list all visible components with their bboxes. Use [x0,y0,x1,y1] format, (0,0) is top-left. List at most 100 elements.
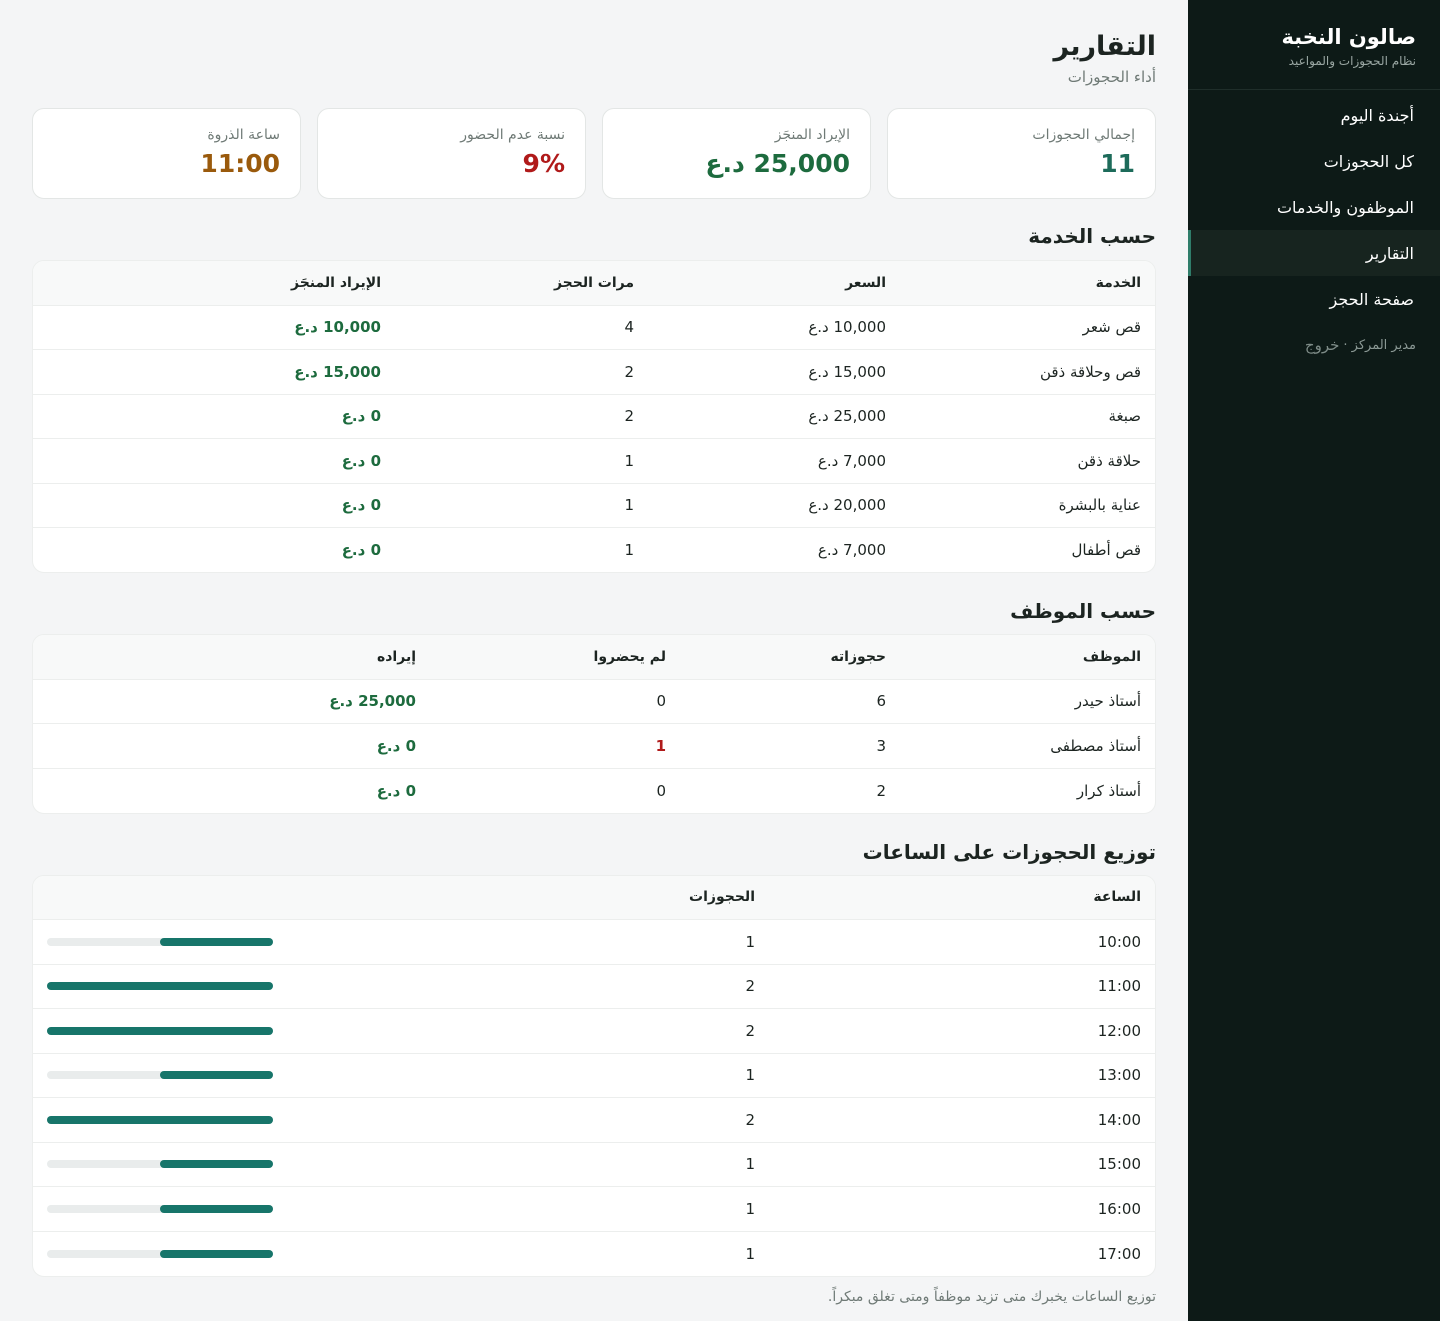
service-count: 1 [395,527,648,572]
table-row: عناية بالبشرة 20,000 د.ع 1 0 د.ع [33,482,1155,528]
table-header-row: الموظف حجوزاته لم يحضروا إيراده [33,635,1155,679]
services-table-card: الخدمة السعر مرات الحجز الإيراد المنجَز … [32,260,1156,573]
hour-label: 15:00 [769,1141,1155,1187]
kpi-total-bookings: إجمالي الحجوزات 11 [887,108,1156,199]
service-name: قص أطفال [900,527,1155,572]
logout-link[interactable]: خروج [1304,336,1340,354]
staff-revenue: 0 د.ع [33,767,430,813]
hour-bar-cell [33,1008,369,1053]
hour-bar-cell [33,963,369,1009]
column-header: حجوزاته [680,635,900,679]
sidebar-item-booking-page[interactable]: صفحة الحجز [1329,289,1414,309]
hour-bar [47,982,273,991]
brand-title: صالون النخبة [1281,25,1416,49]
staff-bookings: 6 [680,678,900,724]
kpi-value: 11:00 [200,149,280,178]
hour-count: 2 [369,963,769,1009]
column-header: الساعة [769,875,1155,920]
service-revenue: 0 د.ع [33,527,395,572]
table-row: 17:00 1 [33,1230,1155,1276]
hour-bar [160,1160,273,1169]
sidebar-item-reports[interactable]: التقارير [1188,230,1440,276]
column-header: إيراده [33,635,430,679]
kpi-label: ساعة الذروة [207,127,280,143]
hour-bar-track [47,1026,273,1035]
services-table: الخدمة السعر مرات الحجز الإيراد المنجَز … [33,261,1155,572]
staff-bookings: 3 [680,723,900,768]
section-title-services: حسب الخدمة [1028,224,1156,248]
service-name: حلاقة ذقن [900,438,1155,483]
hour-label: 12:00 [769,1008,1155,1053]
hour-bar-track [47,1071,273,1080]
hour-bar [160,1204,273,1213]
column-header: الإيراد المنجَز [33,261,395,305]
kpi-revenue: الإيراد المنجَز 25,000 د.ع [602,108,871,199]
service-name: عناية بالبشرة [900,482,1155,528]
table-row: أستاذ حيدر 6 0 25,000 د.ع [33,678,1155,724]
staff-table: الموظف حجوزاته لم يحضروا إيراده أستاذ حي… [33,635,1155,813]
hour-bar-cell [33,1052,369,1098]
kpi-label: الإيراد المنجَز [774,127,850,143]
kpi-value: 11 [1100,149,1135,178]
sidebar-item-staff-services[interactable]: الموظفون والخدمات [1276,197,1414,217]
staff-name: أستاذ كرار [900,767,1155,813]
kpi-label: إجمالي الحجوزات [1032,127,1135,143]
kpi-value: 25,000 د.ع [705,149,850,178]
column-header: الحجوزات [369,875,769,920]
kpi-row: إجمالي الحجوزات 11 الإيراد المنجَز 25,00… [32,108,1156,199]
hour-bar-track [47,982,273,991]
hours-table-card: الساعة الحجوزات 10:00 1 11:00 2 12:00 2 13:00 1… [32,874,1156,1277]
sidebar-item-today-agenda[interactable]: أجندة اليوم [1340,105,1414,125]
hour-bar [47,1115,273,1124]
sidebar-footer: مدير المركز · خروج [1188,336,1440,354]
service-price: 20,000 د.ع [648,482,900,528]
hour-bar-track [47,1249,273,1258]
service-revenue: 0 د.ع [33,438,395,483]
hour-count: 2 [369,1008,769,1053]
hour-label: 13:00 [769,1052,1155,1098]
hour-bar-track [47,1160,273,1169]
hour-count: 1 [369,1230,769,1276]
table-row: صبغة 25,000 د.ع 2 0 د.ع [33,393,1155,439]
staff-name: أستاذ حيدر [900,678,1155,724]
hours-table-body: 10:00 1 11:00 2 12:00 2 13:00 1 14:00 2 15:00 1 16:0… [33,919,1155,1276]
staff-name: أستاذ مصطفى [900,723,1155,768]
hour-label: 17:00 [769,1230,1155,1276]
service-count: 2 [395,349,648,394]
table-row: 13:00 1 [33,1052,1155,1098]
hour-bar [47,1026,273,1035]
table-row: حلاقة ذقن 7,000 د.ع 1 0 د.ع [33,438,1155,483]
service-name: قص شعر [900,304,1155,350]
kpi-value: 9% [522,149,565,178]
sidebar-item-all-bookings[interactable]: كل الحجوزات [1323,151,1414,171]
table-row: قص شعر 10,000 د.ع 4 10,000 د.ع [33,304,1155,350]
table-row: 12:00 2 [33,1008,1155,1053]
table-row: 16:00 1 [33,1186,1155,1231]
service-name: صبغة [900,393,1155,439]
user-role: مدير المركز · [1343,337,1416,353]
sidebar: صالون النخبة نظام الحجوزات والمواعيد أجن… [1188,0,1440,1321]
hour-count: 1 [369,1052,769,1098]
main-content: التقارير أداء الحجوزات إجمالي الحجوزات 1… [32,0,1156,1305]
hour-bar [160,1071,273,1080]
hour-bar-cell [33,1186,369,1231]
service-count: 4 [395,304,648,350]
section-title-staff: حسب الموظف [1010,599,1156,623]
hour-bar-track [47,1115,273,1124]
hour-bar-cell [33,1141,369,1187]
column-header: الخدمة [900,261,1155,305]
staff-revenue: 0 د.ع [33,723,430,768]
hour-bar-cell [33,1230,369,1276]
hour-label: 11:00 [769,963,1155,1009]
hour-bar-cell [33,1097,369,1142]
section-title-hours: توزيع الحجوزات على الساعات [862,839,1156,864]
hours-note: توزيع الساعات يخبرك متى تزيد موظفاً ومتى… [827,1288,1156,1305]
staff-revenue: 25,000 د.ع [33,678,430,724]
service-price: 15,000 د.ع [648,349,900,394]
service-count: 1 [395,438,648,483]
hour-label: 16:00 [769,1186,1155,1231]
column-header: مرات الحجز [395,261,648,305]
table-header-row: الساعة الحجوزات [33,875,1155,920]
hour-bar-cell [33,919,369,964]
brand: صالون النخبة نظام الحجوزات والمواعيد [1188,0,1440,90]
